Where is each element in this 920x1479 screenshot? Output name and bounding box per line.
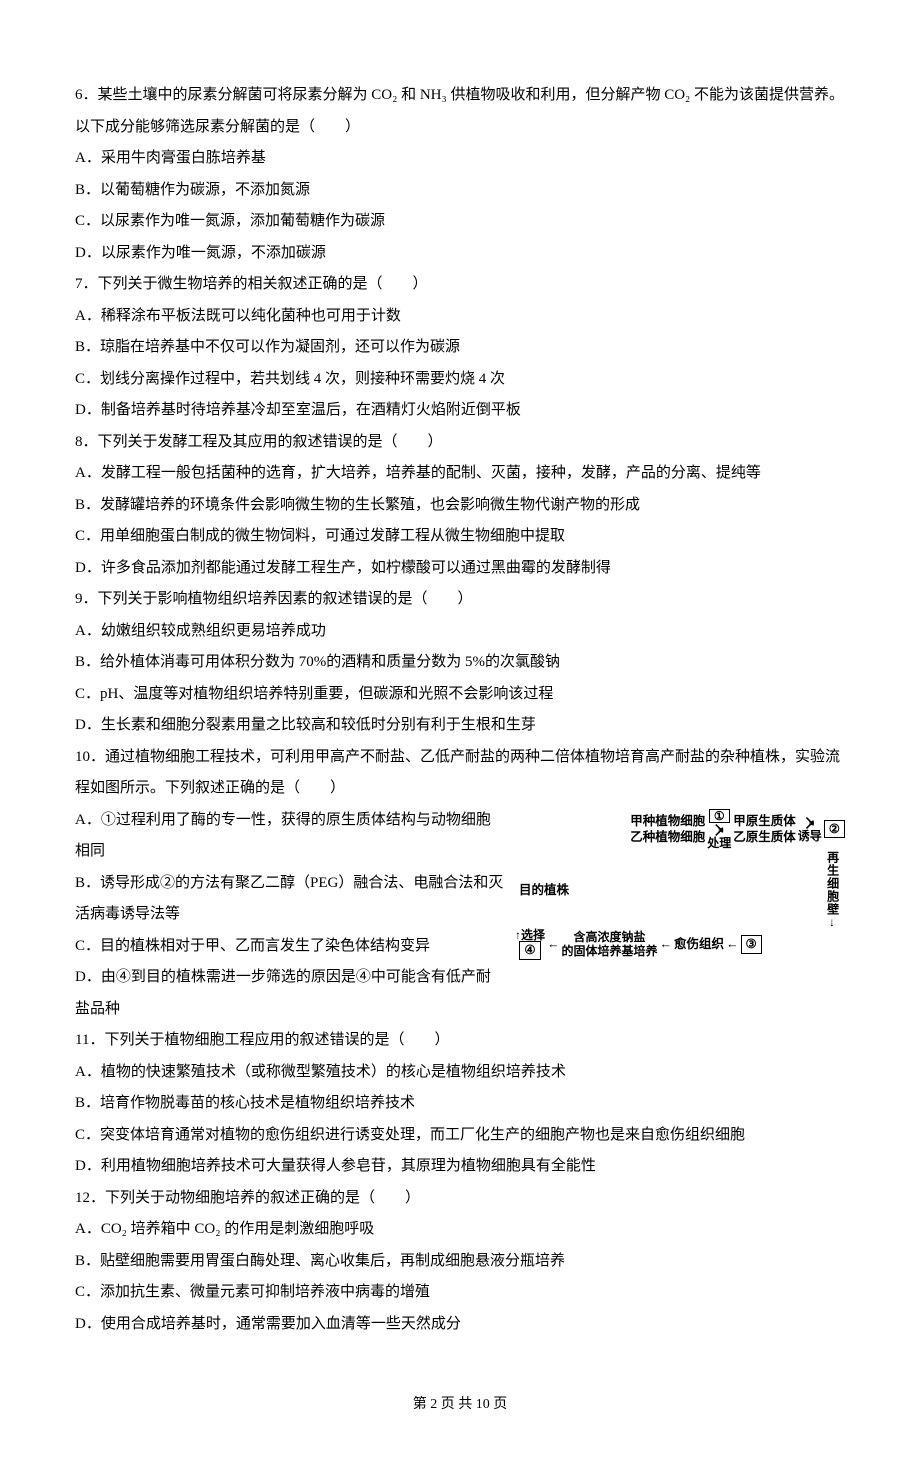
q9-opt-b: B．给外植体消毒可用体积分数为 70%的酒精和质量分数为 5%的次氯酸钠 [75, 647, 845, 679]
q10-opt-d: D．由④到目的植株需进一步筛选的原因是④中可能含有低产耐盐品种 [75, 962, 505, 1025]
q12-opt-a: A．CO₂ 培养箱中 CO₂ 的作用是刺激细胞呼吸 [75, 1214, 845, 1246]
fig-step1: 处理 [707, 837, 731, 849]
arrow-down-icon: 再生细胞壁 ↓ [819, 851, 845, 929]
q6-opt-d: D．以尿素作为唯一氮源，不添加碳源 [75, 238, 845, 270]
fig-select: 选择 [521, 928, 545, 942]
fig-mid1: 甲原生质体 [733, 813, 796, 829]
q6-opt-a: A．采用牛肉膏蛋白胨培养基 [75, 143, 845, 175]
q9-opt-a: A．幼嫩组织较成熟组织更易培养成功 [75, 616, 845, 648]
fig-box4: ④ [519, 941, 540, 959]
arrow-left-icon: ← [547, 936, 560, 952]
arrow-left-icon: ← [726, 936, 739, 952]
question-8: 8．下列关于发酵工程及其应用的叙述错误的是（ ） A．发酵工程一般包括菌种的选育… [75, 427, 845, 585]
q11-opt-a: A．植物的快速繁殖技术（或称微型繁殖技术）的核心是植物组织培养技术 [75, 1057, 845, 1089]
fig-vlabel: 再生细胞壁 [825, 851, 838, 916]
q8-opt-c: C．用单细胞蛋白制成的微生物饲料，可通过发酵工程从微生物细胞中提取 [75, 521, 845, 553]
q6-opt-c: C．以尿素作为唯一氮源，添加葡萄糖作为碳源 [75, 206, 845, 238]
q10-flowchart: 甲种植物细胞 乙种植物细胞 ① ↘ ↗ 处理 甲原生质体 乙原生质体 ↘ ↗ 诱… [515, 809, 845, 960]
question-9: 9．下列关于影响植物组织培养因素的叙述错误的是（ ） A．幼嫩组织较成熟组织更易… [75, 584, 845, 742]
fig-box3: ③ [741, 935, 762, 953]
q6-stem: 6．某些土壤中的尿素分解菌可将尿素分解为 CO₂ 和 NH₃ 供植物吸收和利用，… [75, 80, 845, 143]
q11-opt-b: B．培育作物脱毒苗的核心技术是植物组织培养技术 [75, 1088, 845, 1120]
q8-opt-d: D．许多食品添加剂都能通过发酵工程生产，如柠檬酸可以通过黑曲霉的发酵制得 [75, 553, 845, 585]
q12-stem: 12．下列关于动物细胞培养的叙述正确的是（ ） [75, 1183, 845, 1215]
fig-step2: 诱导 [798, 830, 822, 842]
q9-opt-c: C．pH、温度等对植物组织培养特别重要，但碳源和光照不会影响该过程 [75, 679, 845, 711]
arrow-icon: ↘ ↗ 诱导 [798, 816, 822, 843]
q7-opt-c: C．划线分离操作过程中，若共划线 4 次，则接种环需要灼烧 4 次 [75, 364, 845, 396]
q8-opt-a: A．发酵工程一般包括菌种的选育，扩大培养，培养基的配制、灭菌，接种，发酵，产品的… [75, 458, 845, 490]
q12-opt-c: C．添加抗生素、微量元素可抑制培养液中病毒的增殖 [75, 1277, 845, 1309]
q10-opt-a: A．①过程利用了酶的专一性，获得的原生质体结构与动物细胞相同 [75, 805, 505, 868]
q11-opt-c: C．突变体培育通常对植物的愈伤组织进行诱变处理，而工厂化生产的细胞产物也是来自愈… [75, 1120, 845, 1152]
q11-opt-d: D．利用植物细胞培养技术可大量获得人参皂苷，其原理为植物细胞具有全能性 [75, 1151, 845, 1183]
q11-stem: 11．下列关于植物细胞工程应用的叙述错误的是（ ） [75, 1025, 845, 1057]
q10-stem: 10．通过植物细胞工程技术，可利用甲高产不耐盐、乙低产耐盐的两种二倍体植物培育高… [75, 742, 845, 805]
question-11: 11．下列关于植物细胞工程应用的叙述错误的是（ ） A．植物的快速繁殖技术（或称… [75, 1025, 845, 1183]
fig-src1: 甲种植物细胞 [630, 813, 705, 829]
fig-medium2: 的固体培养基培养 [562, 945, 658, 959]
fig-calli: 愈伤组织 [674, 936, 724, 952]
fig-box2: ② [824, 820, 845, 838]
q8-opt-b: B．发酵罐培养的环境条件会影响微生物的生长繁殖，也会影响微生物代谢产物的形成 [75, 490, 845, 522]
arrow-left-icon: ← [660, 936, 673, 952]
fig-target: 目的植株 [519, 882, 569, 898]
q7-opt-a: A．稀释涂布平板法既可以纯化菌种也可用于计数 [75, 301, 845, 333]
question-6: 6．某些土壤中的尿素分解菌可将尿素分解为 CO₂ 和 NH₃ 供植物吸收和利用，… [75, 80, 845, 269]
q12-opt-b: B．贴壁细胞需要用胃蛋白酶处理、离心收集后，再制成细胞悬液分瓶培养 [75, 1246, 845, 1278]
question-10: 10．通过植物细胞工程技术，可利用甲高产不耐盐、乙低产耐盐的两种二倍体植物培育高… [75, 742, 845, 1026]
q7-opt-d: D．制备培养基时待培养基冷却至室温后，在酒精灯火焰附近倒平板 [75, 395, 845, 427]
fig-medium1: 含高浓度钠盐 [562, 931, 658, 945]
q12-opt-d: D．使用合成培养基时，通常需要加入血清等一些天然成分 [75, 1309, 845, 1341]
page-footer: 第 2 页 共 10 页 [75, 1390, 845, 1419]
fig-mid2: 乙原生质体 [733, 829, 796, 845]
q6-opt-b: B．以葡萄糖作为碳源，不添加氮源 [75, 175, 845, 207]
question-12: 12．下列关于动物细胞培养的叙述正确的是（ ） A．CO₂ 培养箱中 CO₂ 的… [75, 1183, 845, 1341]
q10-opt-c: C．目的植株相对于甲、乙而言发生了染色体结构变异 [75, 931, 505, 963]
question-7: 7．下列关于微生物培养的相关叙述正确的是（ ） A．稀释涂布平板法既可以纯化菌种… [75, 269, 845, 427]
q8-stem: 8．下列关于发酵工程及其应用的叙述错误的是（ ） [75, 427, 845, 459]
arrow-icon: ① ↘ ↗ 处理 [707, 809, 731, 850]
q7-opt-b: B．琼脂在培养基中不仅可以作为凝固剂，还可以作为碳源 [75, 332, 845, 364]
q7-stem: 7．下列关于微生物培养的相关叙述正确的是（ ） [75, 269, 845, 301]
q10-opt-b: B．诱导形成②的方法有聚乙二醇（PEG）融合法、电融合法和灭活病毒诱导法等 [75, 868, 505, 931]
fig-src2: 乙种植物细胞 [630, 829, 705, 845]
q9-opt-d: D．生长素和细胞分裂素用量之比较高和较低时分别有利于生根和生芽 [75, 710, 845, 742]
arrow-up-icon: ↑选择 [515, 929, 545, 941]
q9-stem: 9．下列关于影响植物组织培养因素的叙述错误的是（ ） [75, 584, 845, 616]
